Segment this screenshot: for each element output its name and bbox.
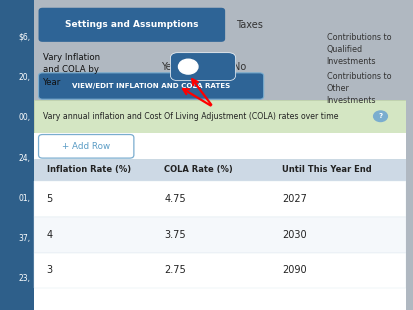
Text: 2027: 2027 bbox=[281, 194, 306, 204]
FancyBboxPatch shape bbox=[34, 100, 405, 133]
FancyBboxPatch shape bbox=[34, 253, 405, 288]
Text: 4.75: 4.75 bbox=[164, 194, 185, 204]
FancyBboxPatch shape bbox=[34, 133, 405, 310]
Text: Inflation Rate (%): Inflation Rate (%) bbox=[47, 165, 131, 175]
Text: 37,: 37, bbox=[18, 234, 30, 243]
Text: 2090: 2090 bbox=[281, 265, 306, 276]
Text: 23,: 23, bbox=[19, 274, 30, 284]
Text: 2030: 2030 bbox=[281, 230, 306, 240]
FancyBboxPatch shape bbox=[34, 0, 405, 99]
Text: Vary annual inflation and Cost Of Living Adjustment (COLA) rates over time: Vary annual inflation and Cost Of Living… bbox=[43, 112, 337, 121]
Text: VIEW/EDIT INFLATION AND COLA RATES: VIEW/EDIT INFLATION AND COLA RATES bbox=[71, 83, 230, 89]
Circle shape bbox=[373, 111, 387, 122]
Text: 5: 5 bbox=[47, 194, 53, 204]
FancyBboxPatch shape bbox=[170, 53, 235, 81]
Text: 2.75: 2.75 bbox=[164, 265, 185, 276]
Text: 20,: 20, bbox=[19, 73, 30, 82]
FancyBboxPatch shape bbox=[38, 73, 263, 99]
Text: COLA Rate (%): COLA Rate (%) bbox=[164, 165, 233, 175]
Text: No: No bbox=[233, 62, 246, 72]
FancyBboxPatch shape bbox=[38, 8, 225, 42]
Text: + Add Row: + Add Row bbox=[62, 142, 110, 151]
FancyBboxPatch shape bbox=[38, 135, 133, 158]
Text: Yes: Yes bbox=[160, 62, 176, 72]
FancyBboxPatch shape bbox=[34, 181, 405, 217]
Text: Until This Year End: Until This Year End bbox=[281, 165, 371, 175]
Text: Vary Inflation
and COLA by
Year: Vary Inflation and COLA by Year bbox=[43, 53, 100, 87]
Text: $6,: $6, bbox=[18, 33, 30, 42]
Text: 01,: 01, bbox=[19, 194, 30, 203]
Text: Taxes: Taxes bbox=[235, 20, 262, 30]
FancyBboxPatch shape bbox=[34, 159, 405, 181]
Text: 24,: 24, bbox=[19, 153, 30, 163]
Text: Contributions to
Other
Investments: Contributions to Other Investments bbox=[326, 72, 390, 105]
FancyBboxPatch shape bbox=[0, 0, 34, 310]
Text: 4: 4 bbox=[47, 230, 52, 240]
Text: 3: 3 bbox=[47, 265, 52, 276]
Circle shape bbox=[178, 59, 197, 74]
Text: 3.75: 3.75 bbox=[164, 230, 185, 240]
Text: Contributions to
Qualified
Investments: Contributions to Qualified Investments bbox=[326, 33, 390, 66]
Text: Settings and Assumptions: Settings and Assumptions bbox=[65, 20, 198, 29]
Text: 00,: 00, bbox=[18, 113, 30, 122]
Text: ?: ? bbox=[377, 113, 382, 119]
FancyBboxPatch shape bbox=[34, 217, 405, 253]
